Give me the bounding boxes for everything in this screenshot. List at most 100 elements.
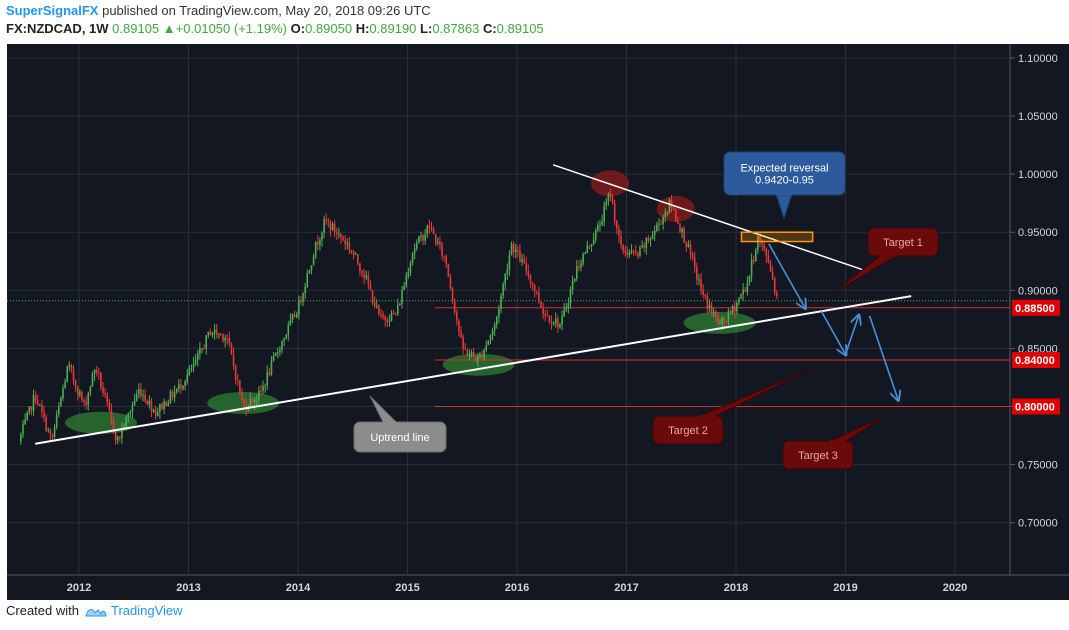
candle-body <box>224 338 226 341</box>
publisher-link[interactable]: SuperSignalFX <box>6 3 99 18</box>
candle-body <box>249 398 252 408</box>
candle-body <box>321 232 323 241</box>
candle-body <box>20 434 22 442</box>
target1-callout: Target 1 <box>831 227 939 295</box>
expected-reversal-callout-text: Expected reversal <box>740 163 828 175</box>
support-highlight <box>442 353 515 376</box>
candle-body <box>660 223 662 225</box>
time-tick-label: 2018 <box>724 582 748 594</box>
candle-body <box>171 391 174 398</box>
price-tick-label: 0.95000 <box>1018 227 1058 239</box>
candle-body <box>540 302 542 308</box>
candle-body <box>251 398 254 404</box>
candle-body <box>630 251 633 253</box>
candle-body <box>188 368 191 375</box>
candle-body <box>222 334 224 341</box>
resistance-line <box>552 164 863 271</box>
candle-body <box>79 392 81 396</box>
candle-body <box>483 349 485 358</box>
candle-body <box>750 259 753 276</box>
uptrend-callout-bubble <box>353 421 447 453</box>
candle-body <box>81 392 83 401</box>
candle-body <box>116 437 119 441</box>
candle-body <box>201 348 203 350</box>
candle-body <box>580 263 582 268</box>
target3-callout: Target 3 <box>782 415 886 470</box>
candle-body <box>399 303 401 306</box>
candle-body <box>266 372 269 386</box>
candle-body <box>493 324 496 331</box>
candle-body <box>672 207 675 210</box>
candle-body <box>375 305 378 307</box>
grid-lines <box>7 44 1010 575</box>
low-label: L: <box>420 21 433 36</box>
candle-body <box>24 419 26 425</box>
candle-body <box>624 250 627 253</box>
candle-body <box>43 411 45 417</box>
tradingview-brand-link[interactable]: TradingView <box>110 603 183 618</box>
candle-body <box>765 248 768 256</box>
candle-body <box>754 250 757 261</box>
candle-body <box>112 418 115 432</box>
chart-plot-area[interactable] <box>7 44 1010 575</box>
candle-body <box>323 219 325 233</box>
candle-body <box>767 255 770 263</box>
candle-body <box>138 388 140 395</box>
candle-body <box>390 312 393 322</box>
candle-body <box>76 387 79 396</box>
candle-body <box>742 289 744 295</box>
candle-body <box>314 242 317 257</box>
candle-body <box>363 273 365 278</box>
candle-body <box>405 276 408 286</box>
candle-body <box>529 275 532 283</box>
created-with-text: Created with <box>6 603 79 618</box>
published-text: published on TradingView.com, May 20, 20… <box>102 3 431 18</box>
candle-body <box>691 254 694 258</box>
price-label-text: 0.88500 <box>1015 303 1055 315</box>
candle-body <box>523 259 525 263</box>
candle-body <box>220 333 222 335</box>
candle-body <box>601 221 603 226</box>
candle-body <box>184 381 186 386</box>
candle-body <box>178 384 180 389</box>
candle-body <box>148 400 151 405</box>
candle-body <box>698 279 700 281</box>
candle-body <box>592 239 595 245</box>
target2-callout-text: Target 2 <box>668 425 708 437</box>
candle-body <box>607 193 610 202</box>
candle-body <box>639 247 641 256</box>
tradingview-logo-icon <box>85 609 107 617</box>
candle-body <box>357 254 359 264</box>
candle-body <box>413 248 416 254</box>
candle-body <box>300 300 302 302</box>
candle-body <box>161 404 163 410</box>
candle-body <box>125 416 127 428</box>
candle-body <box>712 311 715 314</box>
candle-body <box>588 245 591 247</box>
candle-body <box>681 228 683 233</box>
candle-body <box>22 424 24 435</box>
candle-body <box>559 324 561 328</box>
candle-body <box>428 226 431 229</box>
candle-body <box>632 251 635 253</box>
candle-body <box>207 331 210 336</box>
candle-body <box>531 282 534 285</box>
candle-body <box>279 350 281 353</box>
candle-body <box>731 306 734 314</box>
time-axis[interactable] <box>7 575 1069 600</box>
candle-body <box>426 226 429 235</box>
candle-body <box>736 302 738 312</box>
candle-body <box>603 205 605 222</box>
candle-body <box>352 252 355 255</box>
candle-body <box>239 380 241 394</box>
candle-body <box>674 209 677 221</box>
candle-body <box>704 294 707 297</box>
candle-body <box>304 286 306 294</box>
candle-body <box>156 412 159 416</box>
candle-body <box>455 312 458 321</box>
candle-body <box>430 228 433 230</box>
candle-body <box>729 310 732 314</box>
candle-body <box>333 223 336 233</box>
candle-body <box>367 275 370 285</box>
